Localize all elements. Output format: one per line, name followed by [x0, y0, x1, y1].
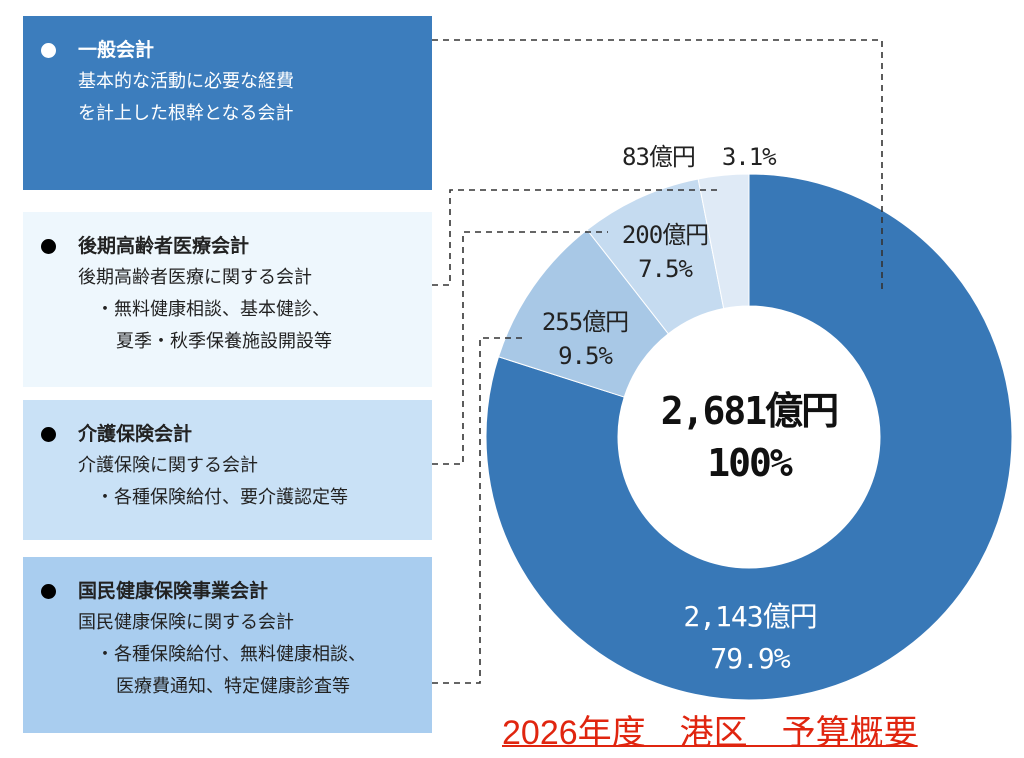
box-title: 後期高齢者医療会計	[78, 235, 250, 257]
connector-care	[432, 231, 608, 465]
footer-title: 2026年度 港区 予算概要	[502, 714, 918, 752]
percent-label: 3.1%	[721, 143, 777, 171]
box-desc: を計上した根幹となる会計	[78, 103, 294, 124]
amount-label: 2,143億円	[683, 600, 817, 633]
box-title: 国民健康保険事業会計	[78, 580, 269, 602]
slice-label-care: 200億円 7.5%	[600, 218, 730, 286]
legend-box-general: 一般会計 基本的な活動に必要な経費 を計上した根幹となる会計	[23, 16, 432, 190]
bullet-icon	[41, 583, 56, 599]
total-percent: 100%	[707, 441, 793, 485]
connector-elderly	[432, 189, 720, 286]
box-desc: 国民健康保険に関する会計	[78, 612, 294, 633]
bullet-icon	[41, 426, 56, 442]
legend-box-care-insurance: 介護保険会計 介護保険に関する会計 ・各種保険給付、要介護認定等	[23, 400, 432, 540]
bullet-icon	[41, 238, 56, 254]
box-desc: ・各種保険給付、要介護認定等	[96, 487, 348, 508]
slice-elderly-medical	[697, 173, 750, 310]
legend-box-elderly-medical: 後期高齢者医療会計 後期高齢者医療に関する会計 ・無料健康相談、基本健診、 夏季…	[23, 212, 432, 387]
box-desc: ・各種保険給付、無料健康相談、	[96, 644, 366, 665]
donut-center-total: 2,681億円 100%	[619, 385, 879, 489]
box-desc: ・無料健康相談、基本健診、	[96, 299, 330, 320]
box-desc: 後期高齢者医療に関する会計	[78, 267, 312, 288]
box-desc: 医療費通知、特定健康診査等	[116, 676, 350, 697]
amount-label: 200億円	[621, 221, 709, 249]
connector-nhi	[432, 337, 525, 684]
box-desc: 介護保険に関する会計	[78, 455, 258, 476]
connector-general	[432, 39, 883, 292]
amount-label: 83億円	[622, 143, 696, 171]
box-desc: 基本的な活動に必要な経費	[78, 71, 294, 92]
slice-label-elderly: 83億円 3.1%	[622, 140, 842, 174]
percent-label: 9.5%	[558, 342, 613, 370]
legend-box-national-health: 国民健康保険事業会計 国民健康保険に関する会計 ・各種保険給付、無料健康相談、 …	[23, 557, 432, 733]
box-title: 介護保険会計	[78, 423, 193, 445]
bullet-icon	[41, 42, 56, 58]
total-amount: 2,681億円	[660, 389, 839, 433]
slice-label-nhi: 255億円 9.5%	[520, 305, 650, 373]
slice-general	[485, 173, 1013, 701]
box-desc: 夏季・秋季保養施設開設等	[116, 331, 332, 352]
percent-label: 7.5%	[638, 255, 693, 283]
slice-label-general: 2,143億円 79.9%	[650, 596, 850, 680]
box-title: 一般会計	[78, 39, 155, 61]
amount-label: 255億円	[541, 308, 629, 336]
percent-label: 79.9%	[710, 642, 790, 675]
